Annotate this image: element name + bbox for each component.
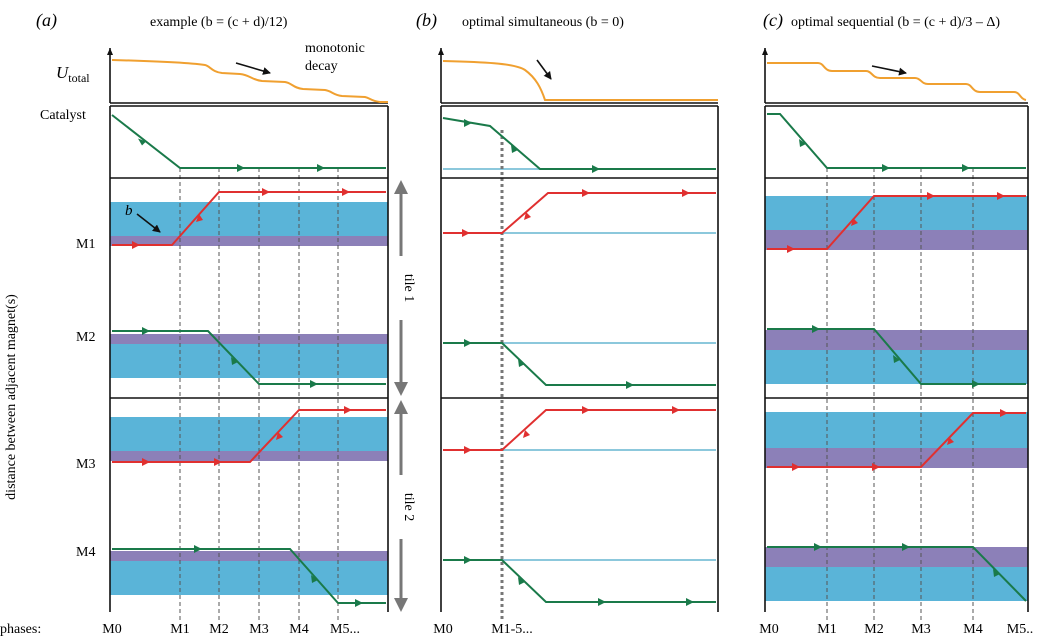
b-marker-arrow [136,213,161,233]
m2-arrowheads-b [464,339,634,389]
phase-label-a: M0 [102,622,121,637]
annotation-monotonic: monotonic [305,41,365,56]
energy-curve-a [111,59,388,103]
panel-c-label: (c) [763,10,783,31]
phase-label-c: M2 [864,622,883,637]
band-blue-m4-a [110,561,388,595]
b-marker-label: b [125,203,133,219]
m1-diag-arrowhead-b [524,212,531,220]
m2-path-b [443,342,716,386]
energy-axis-arrow-a [107,48,113,55]
energy-curve-c [767,62,1027,101]
catalyst-arrowheads-c [799,139,970,172]
m2-diag-arrowhead-b [518,359,525,367]
energy-axis-arrow-c [762,48,768,55]
energy-curve-b [442,60,718,101]
m2-path-a [112,330,386,385]
phase-label-b: M1-5... [491,622,533,637]
catalyst-arrowhead1-b [464,119,472,127]
m1-path-c [767,195,1026,250]
tile-2-indicator [392,400,410,612]
trend-arrow-b [536,59,552,80]
phase-labels-a: M0 M1 M2 M3 M4 M5... [102,622,360,637]
phase-label-a: M4 [289,622,308,637]
phase-label-a: M2 [209,622,228,637]
band-blue-m1-a [110,202,388,236]
tile-2-label: tile 2 [401,493,416,521]
panel-a: b [107,48,389,620]
m4-arrowheads-b [464,556,694,606]
m3-diag-arrowhead-b [523,430,530,438]
panel-c [762,48,1029,620]
m2-diag-arrowhead-a [231,357,238,365]
m3-path-c [767,412,1026,468]
phase-label-c: M3 [911,622,930,637]
row-label-m2: M2 [76,330,95,345]
annotation-decay: decay [305,59,338,74]
phases-label: phases: [0,622,41,637]
band-purple-m2-a [110,334,388,344]
m4-path-b [443,559,716,603]
m1-diag-arrowhead-c [851,218,858,226]
row-label-m1: M1 [76,237,95,252]
phase-label-c: M1 [817,622,836,637]
row-label-catalyst: Catalyst [40,108,86,123]
phase-label-c: M0 [759,622,778,637]
band-blue-m3-a [110,417,388,451]
y-axis-label: distance between adjacent magnet(s) [4,294,19,500]
band-purple-m1-a [110,236,388,246]
m4-diag-arrowhead-a [311,575,318,583]
catalyst-arrowhead-a [138,138,146,146]
trend-arrow-a [235,62,271,75]
band-purple-m3-c [765,448,1028,468]
phase-label-b: M0 [433,622,452,637]
panel-a-title: example (b = (c + d)/12) [150,15,288,30]
panel-b [438,48,719,620]
panel-a-label: (a) [36,10,57,31]
panel-b-title: optimal simultaneous (b = 0) [462,15,624,30]
row-label-m3: M3 [76,457,95,472]
panel-b-label: (b) [416,10,437,31]
trend-arrow-c [871,65,907,76]
m1-arrowheads-b [462,189,690,237]
m4-diag-arrowhead-c [993,569,1000,577]
energy-axis-arrow-b [438,48,444,55]
band-purple-m1-c [765,230,1028,250]
phase-labels-b: M0 M1-5... [433,622,533,637]
m3-path-b [443,409,716,451]
m1-path-a [112,191,386,246]
band-blue-m1-c [765,196,1028,230]
m3-diag-arrowhead-c [947,437,954,445]
phase-label-c: M4 [963,622,982,637]
band-purple-m2-c [765,330,1028,350]
band-purple-m4-c [765,547,1028,567]
row-label-m4: M4 [76,545,95,560]
m4-diag-arrowhead-b [518,577,525,585]
catalyst-path-b [442,117,716,170]
tile-1-label: tile 1 [401,274,416,302]
tile-1-indicator [392,180,410,396]
m3-path-a [112,409,386,463]
band-blue-m4-c [765,567,1028,601]
phase-label-a: M3 [249,622,268,637]
panel-c-title: optimal sequential (b = (c + d)/3 – Δ) [791,15,1000,30]
phase-labels-c: M0 M1 M2 M3 M4 M5.. [759,622,1033,637]
m2-diag-arrowhead-c [893,355,900,363]
catalyst-path-a [111,114,386,169]
m3-arrowheads-b [464,406,680,454]
band-purple-m3-a [110,451,388,461]
m3-diag-arrowhead-a [276,432,283,440]
m1-diag-arrowhead-a [196,214,203,222]
u-total-label: Utotal [56,63,90,85]
band-purple-m4-a [110,551,388,561]
m1-path-b [443,192,716,234]
phase-label-a: M5... [330,622,360,637]
phase-label-a: M1 [170,622,189,637]
phase-label-c: M5.. [1007,622,1033,637]
catalyst-path-c [767,113,1026,169]
m4-path-c [767,546,1027,602]
band-blue-m3-c [765,412,1028,448]
